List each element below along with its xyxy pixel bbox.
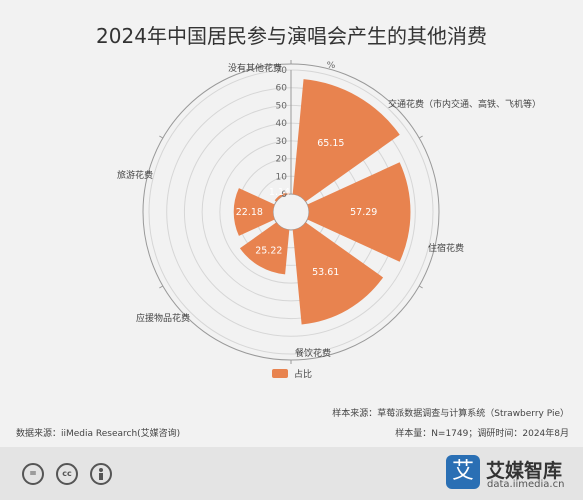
value-label-0: 65.15 bbox=[317, 138, 344, 149]
chart-title: 2024年中国居民参与演唱会产生的其他消费 bbox=[96, 24, 487, 48]
ring-tick-4 bbox=[159, 135, 164, 139]
bar-4 bbox=[233, 188, 275, 236]
category-label-5: 没有其他花费 bbox=[228, 62, 282, 74]
chart-bars bbox=[233, 79, 411, 325]
radial-ticks: 0 10 20 30 40 50 60 70% bbox=[276, 61, 336, 200]
tick-label-7: 70 bbox=[276, 66, 288, 76]
creative-commons-icon: cc bbox=[56, 463, 78, 485]
bar-3 bbox=[239, 222, 290, 275]
ring-tick-3 bbox=[159, 285, 164, 289]
category-label-2: 餐饮花费 bbox=[295, 347, 331, 359]
brand-name: 艾媒智库 bbox=[486, 460, 563, 482]
category-label-4: 旅游花费 bbox=[117, 169, 153, 181]
no-derivatives-icon: = bbox=[22, 463, 44, 485]
legend-swatch bbox=[272, 369, 288, 378]
bar-5 bbox=[274, 192, 290, 202]
tick-label-2: 20 bbox=[276, 155, 288, 165]
attribution-icon bbox=[90, 463, 112, 485]
footer-bar: = cc 艾 艾媒智库 data.iimedia.cn bbox=[0, 447, 583, 500]
value-labels: 65.15 57.29 53.61 25.22 22.18 1.14 bbox=[236, 138, 378, 278]
polar-bar-chart: 0 10 20 30 40 50 60 70% 交通花费（市内交通、高铁、飞机等） 住宿花费餐饮… bbox=[117, 60, 541, 380]
category-label-1: 住宿花费 bbox=[428, 242, 464, 254]
category-label-0: 交通花费（市内交通、高铁、飞机等） bbox=[388, 98, 541, 110]
grid-ring bbox=[272, 193, 310, 231]
brand-logo: 艾 bbox=[446, 455, 480, 489]
value-label-5: 1.14 bbox=[269, 187, 290, 198]
tick-label-5: 50 bbox=[276, 101, 288, 111]
tick-label-1: 10 bbox=[276, 172, 288, 182]
category-label-3: 应援物品花费 bbox=[136, 312, 190, 324]
sample-size-note: 样本量：N=1749；调研时间：2024年8月 bbox=[395, 429, 569, 439]
value-label-3: 25.22 bbox=[255, 245, 282, 256]
tick-label-4: 40 bbox=[276, 119, 288, 129]
brand-url: data.iimedia.cn bbox=[487, 479, 565, 490]
data-source-note: 数据来源：iiMedia Research(艾媒咨询) bbox=[16, 429, 181, 439]
bar-2 bbox=[292, 222, 384, 325]
legend-label: 占比 bbox=[294, 368, 312, 380]
tick-label-3: 30 bbox=[276, 137, 288, 147]
bar-0 bbox=[292, 79, 400, 202]
sample-source-note: 样本来源：草莓派数据调查与计算系统（Strawberry Pie） bbox=[332, 409, 569, 419]
value-label-2: 53.61 bbox=[312, 267, 339, 278]
value-label-1: 57.29 bbox=[350, 207, 377, 218]
value-label-4: 22.18 bbox=[236, 207, 263, 218]
ring-tick-0 bbox=[418, 135, 423, 139]
bar-1 bbox=[307, 162, 411, 262]
unit-label: % bbox=[327, 61, 336, 71]
tick-label-0: 0 bbox=[281, 190, 287, 200]
ring-tick-1 bbox=[418, 285, 423, 289]
tick-label-6: 60 bbox=[276, 84, 288, 94]
legend: 占比 bbox=[272, 368, 312, 380]
